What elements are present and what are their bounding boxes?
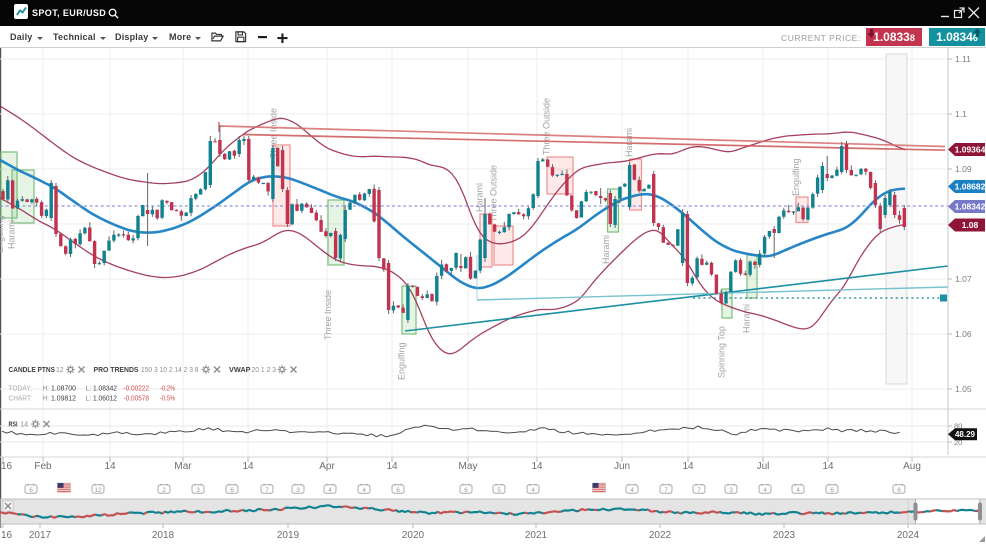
svg-text:20: 20 — [954, 438, 962, 447]
svg-text:CHART:: CHART: — [9, 394, 33, 403]
svg-text:6: 6 — [230, 487, 234, 494]
svg-text:7: 7 — [265, 487, 269, 494]
svg-text:Aug: Aug — [903, 461, 921, 472]
svg-text:4: 4 — [630, 487, 634, 494]
svg-text:3: 3 — [296, 487, 300, 494]
svg-text:6: 6 — [830, 487, 834, 494]
svg-text:6: 6 — [464, 487, 468, 494]
svg-text:6: 6 — [897, 487, 901, 494]
svg-text:Three Inside: Three Inside — [323, 290, 333, 340]
svg-text:16: 16 — [1, 530, 13, 541]
svg-text:2: 2 — [162, 487, 166, 494]
svg-text:2024: 2024 — [897, 530, 920, 541]
svg-text:Engulfing: Engulfing — [0, 215, 5, 253]
svg-text:1.1: 1.1 — [955, 109, 967, 119]
svg-text:4: 4 — [763, 487, 767, 494]
svg-text:RSI: RSI — [9, 420, 18, 429]
svg-text:150 3 10 2 14 2 3 8: 150 3 10 2 14 2 3 8 — [141, 365, 199, 374]
svg-text:Three Inside: Three Inside — [269, 108, 279, 158]
svg-text:-0.00222: -0.00222 — [124, 384, 150, 393]
svg-text:4: 4 — [796, 487, 800, 494]
svg-text:14: 14 — [682, 461, 694, 472]
svg-text:H:: H: — [43, 384, 50, 393]
svg-text:Three Outside: Three Outside — [542, 98, 552, 155]
svg-text:1.09364: 1.09364 — [955, 145, 986, 155]
svg-text:PRO TRENDS: PRO TRENDS — [94, 365, 139, 374]
svg-text:16: 16 — [1, 461, 13, 472]
svg-text:14: 14 — [104, 461, 116, 472]
svg-text:H:: H: — [43, 394, 50, 403]
svg-text:May: May — [459, 461, 478, 472]
svg-text:Apr: Apr — [319, 461, 335, 472]
svg-text:14: 14 — [21, 420, 29, 429]
svg-text:4: 4 — [362, 487, 366, 494]
svg-text:1.08700: 1.08700 — [51, 384, 76, 393]
svg-text:Mar: Mar — [174, 461, 192, 472]
svg-text:48.29: 48.29 — [955, 430, 976, 439]
svg-text:6: 6 — [29, 487, 33, 494]
svg-text:1.09: 1.09 — [955, 164, 972, 174]
svg-text:1.08342: 1.08342 — [93, 384, 117, 393]
svg-text:Harami: Harami — [742, 304, 752, 333]
svg-text:12: 12 — [56, 365, 64, 374]
svg-text:Harami: Harami — [475, 183, 485, 212]
svg-text:2018: 2018 — [152, 530, 175, 541]
svg-text:TODAY:: TODAY: — [9, 384, 33, 393]
svg-text:14: 14 — [531, 461, 543, 472]
svg-text:2021: 2021 — [525, 530, 548, 541]
svg-text:80: 80 — [954, 422, 962, 431]
svg-text:6: 6 — [396, 487, 400, 494]
svg-text:Three Outside: Three Outside — [489, 165, 499, 222]
svg-text:3: 3 — [196, 487, 200, 494]
svg-text:Feb: Feb — [34, 461, 52, 472]
svg-text:1.05: 1.05 — [955, 384, 972, 394]
svg-text:VWAP: VWAP — [229, 365, 251, 374]
svg-text:Harami: Harami — [7, 220, 17, 249]
svg-text:2017: 2017 — [29, 530, 52, 541]
svg-text:-0.2%: -0.2% — [160, 384, 175, 393]
svg-text:L:: L: — [86, 384, 92, 393]
svg-text:Harami: Harami — [601, 235, 611, 264]
svg-text:1.11: 1.11 — [955, 54, 971, 64]
svg-text:1.08: 1.08 — [962, 220, 979, 230]
svg-text:4: 4 — [531, 487, 535, 494]
svg-text:12: 12 — [94, 487, 102, 494]
svg-text:Jul: Jul — [757, 461, 770, 472]
svg-text:2020: 2020 — [402, 530, 425, 541]
svg-text:1.06012: 1.06012 — [93, 394, 117, 403]
svg-text:-0.5%: -0.5% — [160, 394, 175, 403]
svg-text:4: 4 — [328, 487, 332, 494]
svg-text:2019: 2019 — [277, 530, 300, 541]
svg-text:CANDLE PTNS: CANDLE PTNS — [9, 365, 56, 374]
svg-text:14: 14 — [822, 461, 834, 472]
svg-text:L:: L: — [86, 394, 92, 403]
svg-text:-0.00578: -0.00578 — [124, 394, 150, 403]
svg-text:20 1 2 3: 20 1 2 3 — [252, 365, 277, 374]
svg-text:Engulfing: Engulfing — [791, 158, 801, 196]
svg-text:1.07: 1.07 — [955, 274, 972, 284]
svg-text:Spinning Top: Spinning Top — [717, 326, 727, 378]
svg-text:Jun: Jun — [614, 461, 630, 472]
svg-text:14: 14 — [242, 461, 254, 472]
svg-text:14: 14 — [386, 461, 398, 472]
svg-text:1.06: 1.06 — [955, 329, 972, 339]
svg-text:1.08682: 1.08682 — [955, 182, 986, 192]
svg-text:1.08342: 1.08342 — [955, 202, 986, 212]
svg-text:1.09812: 1.09812 — [51, 394, 76, 403]
svg-text:5: 5 — [497, 487, 501, 494]
svg-text:Engulfing: Engulfing — [397, 342, 407, 380]
svg-text:3: 3 — [729, 487, 733, 494]
svg-text:2022: 2022 — [649, 530, 672, 541]
svg-text:2023: 2023 — [773, 530, 796, 541]
svg-text:7: 7 — [664, 487, 668, 494]
svg-text:7: 7 — [697, 487, 701, 494]
